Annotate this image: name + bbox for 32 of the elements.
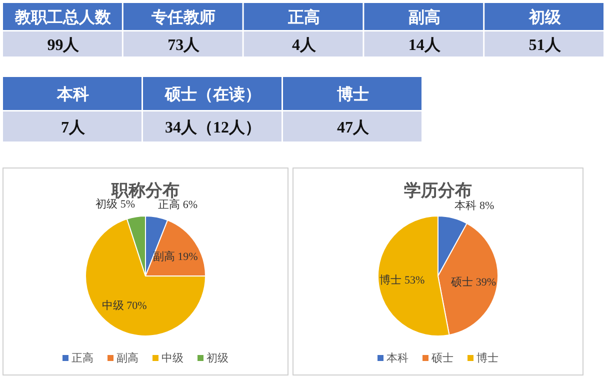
text: 73人 [168, 36, 201, 54]
category-label: 本科 [56, 84, 89, 104]
category-label: 副高 [408, 8, 440, 26]
text: 47人 [337, 118, 370, 136]
category-label: 硕士（在读） [164, 84, 261, 104]
data-label: 博士 53% [380, 273, 425, 286]
category-label: 正高 [287, 8, 320, 26]
legend-label: 硕士 [430, 352, 454, 364]
text: 7人 [61, 118, 86, 136]
data-label: 初级 5% [96, 198, 135, 211]
chart-title: 学历分布 [404, 181, 472, 201]
text: 4人 [292, 36, 317, 54]
data-label: 本科 8% [454, 198, 494, 212]
data-label: 中级 70% [102, 299, 147, 312]
text: 14人 [408, 36, 442, 54]
legend-label: 本科 [386, 352, 408, 364]
legend-label: 初级 [206, 352, 228, 364]
legend-label: 博士 [476, 352, 498, 364]
category-label: 教职工总人数 [14, 8, 112, 26]
text: 51人 [528, 36, 562, 54]
data-label: 副高 19% [152, 250, 198, 263]
pie-slice [85, 218, 206, 336]
text: 34人（12人） [165, 118, 261, 136]
category-label: 专任教师 [150, 8, 216, 26]
legend-label: 正高 [72, 352, 94, 364]
category-label: 博士 [336, 84, 369, 104]
data-label: 硕士 39% [450, 276, 496, 289]
legend-label: 副高 [116, 352, 138, 364]
data-label: 正高 6% [158, 198, 198, 211]
text: 99人 [47, 36, 80, 54]
category-label: 初级 [528, 8, 562, 26]
legend-label: 中级 [162, 352, 184, 364]
